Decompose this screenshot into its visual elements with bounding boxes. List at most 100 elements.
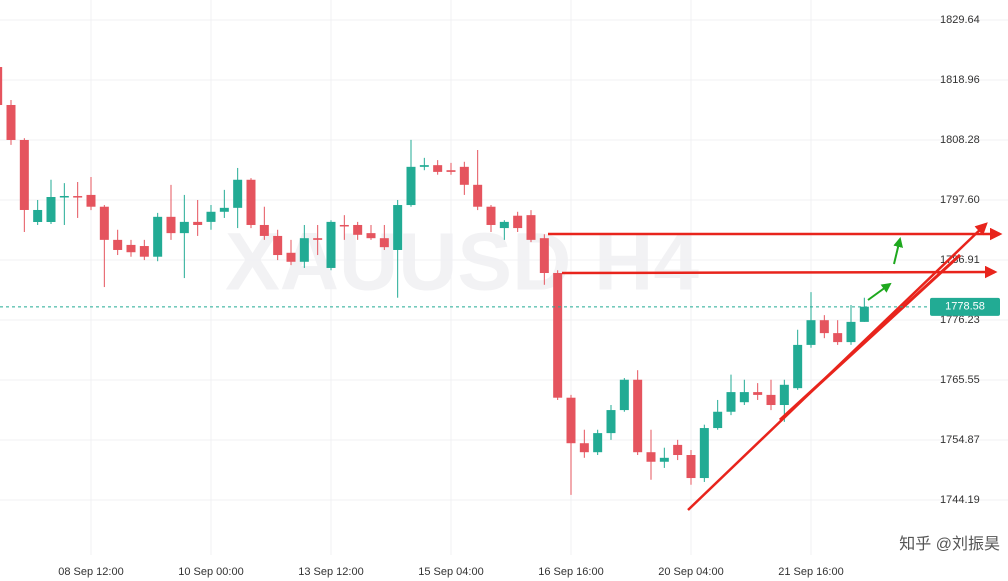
candle (246, 178, 256, 229)
candle-body (379, 238, 389, 248)
candle-body (393, 205, 403, 250)
y-tick-label: 1776.23 (940, 314, 980, 326)
candle-body (859, 306, 869, 322)
candle-body (419, 165, 429, 167)
candle (273, 229, 283, 261)
candle-body (753, 392, 763, 395)
candle-body (713, 411, 723, 429)
candle (326, 220, 336, 271)
candle (433, 160, 443, 175)
candle-body (819, 320, 829, 334)
candle (526, 210, 536, 243)
watermark: XAUUSD H4 (225, 217, 699, 308)
last-price-label: 1778.58 (945, 301, 985, 313)
candle-body (6, 104, 16, 140)
candle (419, 157, 429, 171)
candle-body (486, 206, 496, 225)
candle-body (259, 224, 269, 236)
candle-body (153, 216, 163, 257)
candle-body (179, 221, 189, 234)
candle-body (446, 170, 456, 172)
candle-body (793, 344, 803, 389)
y-tick-label: 1818.96 (940, 74, 980, 86)
candle-body (539, 238, 549, 274)
candle (739, 379, 749, 406)
candle (299, 224, 309, 268)
candle-body (699, 428, 709, 479)
x-tick-label: 16 Sep 16:00 (538, 566, 603, 578)
candle-body (233, 179, 243, 208)
candle-body (366, 233, 376, 239)
candle-body (126, 244, 136, 253)
candle-body (246, 179, 256, 225)
arrow (867, 282, 892, 301)
candle (46, 179, 56, 224)
candle (553, 270, 563, 400)
candle (846, 305, 856, 345)
candle-body (459, 166, 469, 185)
candle (859, 297, 869, 322)
candle-body (406, 166, 416, 206)
candle-body (59, 195, 69, 198)
candle-body (473, 184, 483, 207)
candle (366, 224, 376, 240)
candle (446, 162, 456, 175)
candle-body (206, 211, 216, 222)
candle (219, 189, 229, 218)
credit: 知乎 @刘振昊 (899, 535, 1000, 553)
candle (579, 429, 589, 458)
candle (513, 211, 523, 232)
x-tick-label: 10 Sep 00:00 (178, 566, 243, 578)
candle (113, 229, 123, 256)
x-tick-label: 13 Sep 12:00 (298, 566, 363, 578)
candle-body (326, 221, 336, 268)
candle (406, 139, 416, 207)
candle (59, 183, 69, 225)
candle (646, 429, 656, 480)
candle-body (73, 196, 83, 198)
candle (339, 215, 349, 240)
candle (659, 447, 669, 468)
candle-body (193, 221, 203, 225)
candle-body (499, 221, 509, 229)
candle (233, 167, 243, 229)
candle (593, 429, 603, 456)
candle (393, 199, 403, 298)
candle-body (99, 206, 109, 240)
candle-body (273, 235, 283, 256)
candle (766, 379, 776, 411)
y-tick-label: 1744.19 (940, 494, 980, 506)
candle-body (513, 215, 523, 229)
candle (673, 439, 683, 461)
candle-body (806, 320, 816, 345)
candle (259, 206, 269, 240)
y-tick-label: 1754.87 (940, 434, 980, 446)
x-tick-label: 20 Sep 04:00 (658, 566, 723, 578)
candle-body (286, 252, 296, 262)
x-tick-label: 21 Sep 16:00 (778, 566, 843, 578)
candle-body (566, 397, 576, 444)
candle-body (779, 384, 789, 406)
candle (379, 224, 389, 250)
candle (699, 424, 709, 482)
candle (486, 205, 496, 232)
candle-body (659, 457, 669, 462)
candle (793, 329, 803, 390)
candle (139, 239, 149, 261)
candle-body (339, 224, 349, 227)
trend-line (778, 253, 962, 422)
candle (33, 199, 43, 225)
candle-body (739, 392, 749, 403)
candle-body (726, 392, 736, 412)
candle-body (833, 333, 843, 343)
annotations (548, 222, 1003, 511)
candle (353, 221, 363, 240)
candle (539, 234, 549, 285)
candle-body (113, 239, 123, 250)
candle-body (633, 379, 643, 453)
y-tick-label: 1808.28 (940, 134, 980, 146)
candle-body (766, 394, 776, 406)
candle (566, 394, 576, 495)
y-tick-label: 1829.64 (940, 14, 980, 26)
